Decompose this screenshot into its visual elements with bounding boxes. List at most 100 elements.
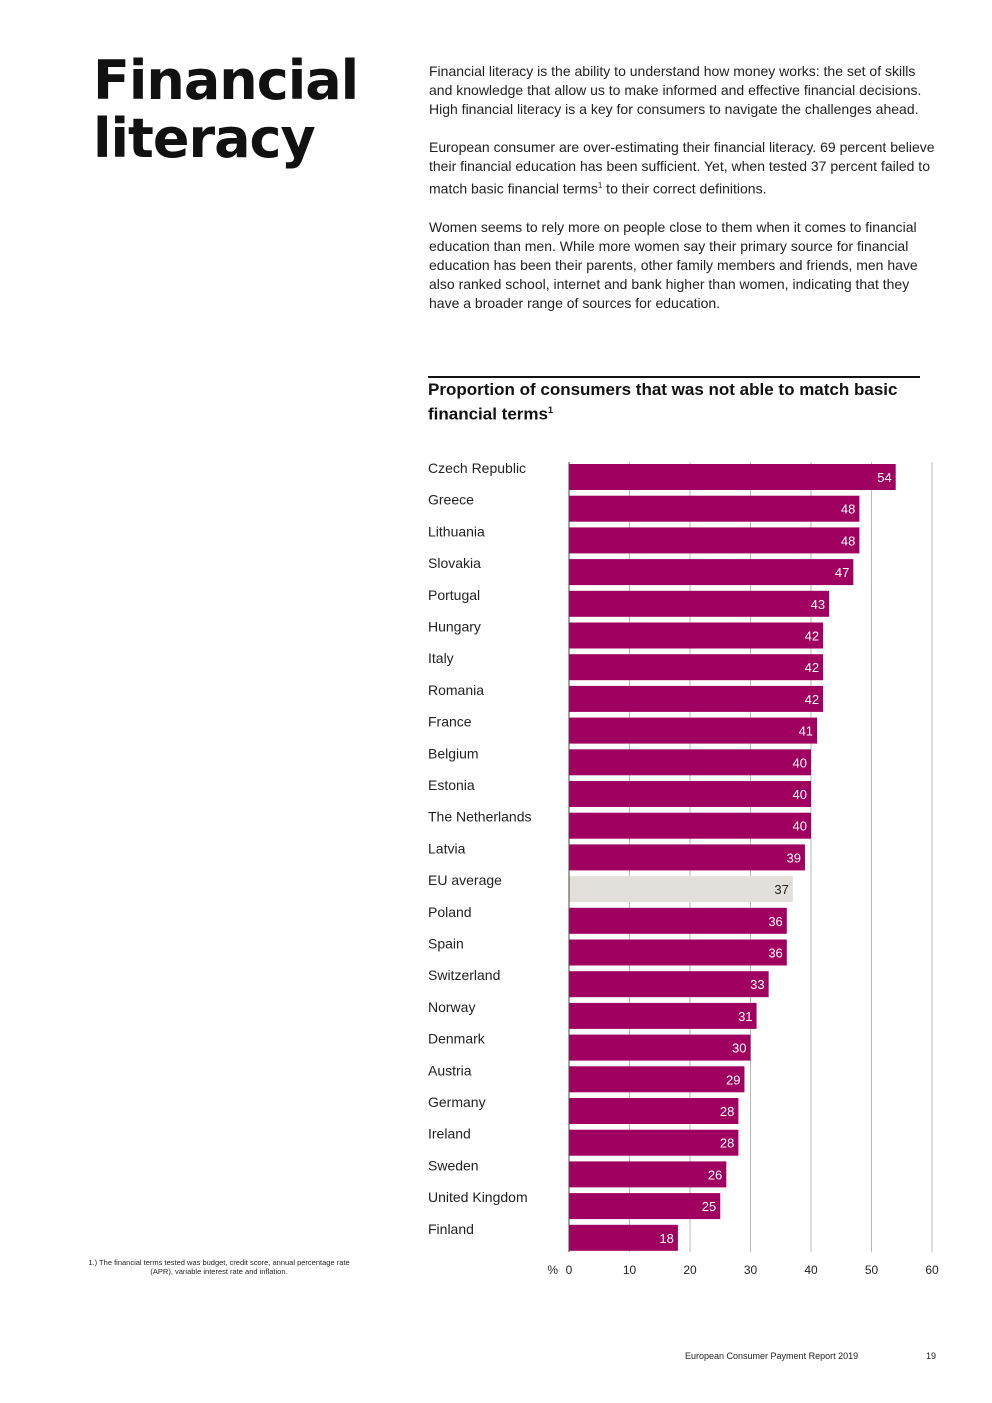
x-axis-unit-label: % xyxy=(547,1263,558,1277)
value-label-latvia: 39 xyxy=(786,850,800,865)
value-label-poland: 36 xyxy=(768,914,782,929)
tick-label-40: 40 xyxy=(804,1263,818,1277)
chart-title-footnote-ref: 1 xyxy=(548,405,554,415)
category-label-portugal: Portugal xyxy=(428,587,480,603)
bar-belgium xyxy=(569,749,811,776)
bar-the-netherlands xyxy=(569,812,811,839)
category-label-greece: Greece xyxy=(428,492,474,508)
bar-latvia xyxy=(569,844,805,871)
category-label-czech-republic: Czech Republic xyxy=(428,460,526,476)
page-title-line-1: Financial xyxy=(93,49,359,112)
category-label-latvia: Latvia xyxy=(428,840,466,856)
category-label-slovakia: Slovakia xyxy=(428,555,481,571)
footer-page-number: 19 xyxy=(926,1351,937,1361)
value-label-norway: 31 xyxy=(738,1009,752,1024)
bar-denmark xyxy=(569,1034,751,1061)
page-title: Financial literacy xyxy=(93,49,359,170)
category-label-austria: Austria xyxy=(428,1062,472,1078)
value-label-france: 41 xyxy=(799,724,813,739)
value-label-the-netherlands: 40 xyxy=(793,819,807,834)
tick-label-10: 10 xyxy=(623,1263,637,1277)
value-label-germany: 28 xyxy=(720,1104,734,1119)
intro-paragraph-2: European consumer are over-estimating th… xyxy=(429,138,941,199)
value-label-greece: 48 xyxy=(841,502,855,517)
bar-estonia xyxy=(569,781,811,807)
bar-france xyxy=(569,717,818,744)
category-label-belgium: Belgium xyxy=(428,745,479,761)
value-label-switzerland: 33 xyxy=(750,977,764,992)
bar-hungary xyxy=(569,622,824,649)
intro-paragraph-2-part-2: to their correct definitions. xyxy=(602,180,767,197)
category-label-lithuania: Lithuania xyxy=(428,523,485,539)
tick-label-0: 0 xyxy=(566,1263,573,1277)
category-label-italy: Italy xyxy=(428,650,454,666)
bar-eu-average xyxy=(569,876,793,903)
intro-paragraph-3: Women seems to rely more on people close… xyxy=(429,218,918,311)
bar-germany xyxy=(569,1098,739,1124)
category-label-switzerland: Switzerland xyxy=(428,967,500,983)
category-label-estonia: Estonia xyxy=(428,777,475,793)
bar-lithuania xyxy=(569,527,860,554)
category-label-germany: Germany xyxy=(428,1094,486,1110)
tick-label-30: 30 xyxy=(744,1263,758,1277)
bar-finland xyxy=(569,1224,678,1251)
category-label-finland: Finland xyxy=(428,1221,474,1237)
bar-austria xyxy=(569,1066,745,1093)
value-label-austria: 29 xyxy=(726,1072,740,1087)
category-label-denmark: Denmark xyxy=(428,1031,486,1047)
chart-title-text: Proportion of consumers that was not abl… xyxy=(428,380,898,424)
category-label-the-netherlands: The Netherlands xyxy=(428,809,532,825)
value-label-belgium: 40 xyxy=(793,755,807,770)
tick-label-60: 60 xyxy=(925,1263,939,1277)
category-label-spain: Spain xyxy=(428,936,464,952)
value-label-eu-average: 37 xyxy=(774,882,788,897)
category-label-france: France xyxy=(428,714,472,730)
bar-ireland xyxy=(569,1129,739,1156)
value-label-sweden: 26 xyxy=(708,1167,722,1182)
category-label-poland: Poland xyxy=(428,904,472,920)
footnote-ref: 1 xyxy=(597,181,603,190)
bar-poland xyxy=(569,907,787,934)
bar-italy xyxy=(569,654,824,681)
value-label-finland: 18 xyxy=(659,1231,673,1246)
bar-slovakia xyxy=(569,559,854,586)
value-label-czech-republic: 54 xyxy=(877,470,891,485)
category-label-eu-average: EU average xyxy=(428,872,502,888)
bar-romania xyxy=(569,685,824,712)
intro-text: Financial literacy is the ability to und… xyxy=(429,62,941,332)
value-label-hungary: 42 xyxy=(805,629,819,644)
value-label-romania: 42 xyxy=(805,692,819,707)
value-label-italy: 42 xyxy=(805,660,819,675)
bar-czech-republic xyxy=(569,464,896,490)
value-label-spain: 36 xyxy=(768,946,782,961)
value-label-slovakia: 47 xyxy=(835,565,849,580)
bar-spain xyxy=(569,939,787,966)
category-label-norway: Norway xyxy=(428,999,475,1015)
category-label-ireland: Ireland xyxy=(428,1126,471,1142)
chart-divider xyxy=(428,376,920,378)
category-label-hungary: Hungary xyxy=(428,619,481,635)
value-label-estonia: 40 xyxy=(793,787,807,802)
value-label-united-kingdom: 25 xyxy=(702,1199,716,1214)
bar-greece xyxy=(569,495,860,522)
bar-portugal xyxy=(569,590,830,617)
tick-label-20: 20 xyxy=(683,1263,697,1277)
chart-title: Proportion of consumers that was not abl… xyxy=(428,380,928,425)
value-label-denmark: 30 xyxy=(732,1041,746,1056)
intro-paragraph-2-part-1: European consumer are over-estimating th… xyxy=(429,139,935,197)
value-label-ireland: 28 xyxy=(720,1136,734,1151)
value-label-lithuania: 48 xyxy=(841,533,855,548)
bar-sweden xyxy=(569,1161,727,1188)
tick-label-50: 50 xyxy=(865,1263,879,1277)
footer-report-title: European Consumer Payment Report 2019 xyxy=(685,1351,859,1361)
intro-paragraph-1: Financial literacy is the ability to und… xyxy=(429,63,922,117)
footnote: 1.) The financial terms tested was budge… xyxy=(88,1258,350,1276)
bar-united-kingdom xyxy=(569,1193,721,1220)
bar-switzerland xyxy=(569,971,769,998)
page-title-line-2: literacy xyxy=(93,107,316,170)
category-label-united-kingdom: United Kingdom xyxy=(428,1189,528,1205)
category-label-sweden: Sweden xyxy=(428,1157,479,1173)
bar-norway xyxy=(569,1002,757,1029)
category-label-romania: Romania xyxy=(428,682,484,698)
